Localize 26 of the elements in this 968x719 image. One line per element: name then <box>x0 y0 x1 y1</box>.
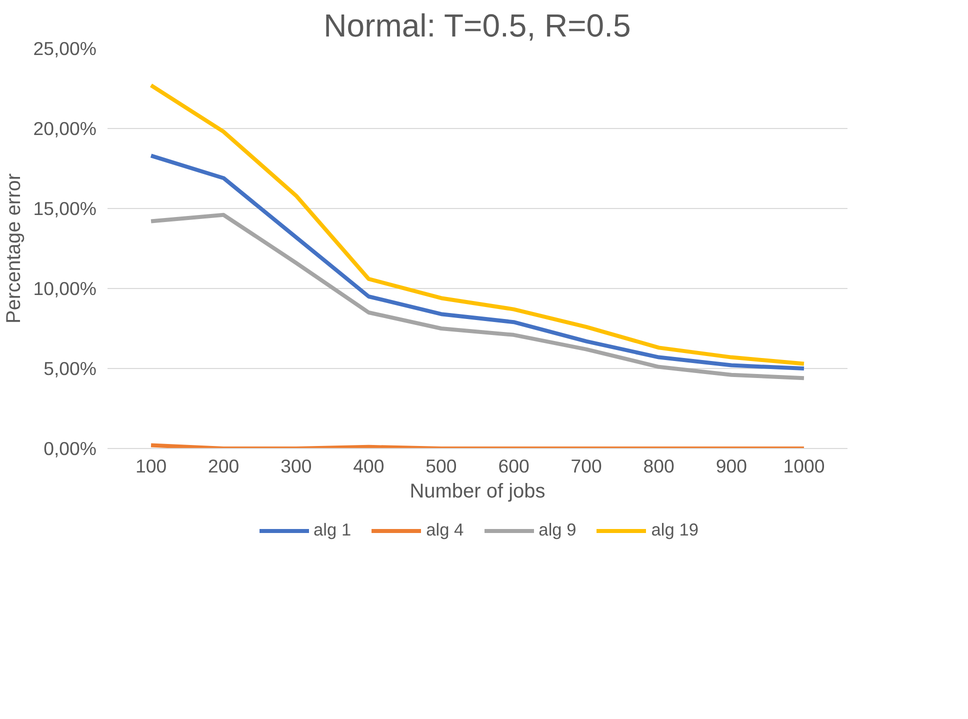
legend-label: alg 9 <box>538 520 576 540</box>
legend-label: alg 19 <box>651 520 698 540</box>
chart-title: Normal: T=0.5, R=0.5 <box>324 8 631 44</box>
line-series <box>149 212 806 380</box>
legend-label: alg 4 <box>426 520 464 540</box>
x-tick-label: 1000 <box>783 456 825 476</box>
x-tick-label: 500 <box>426 456 457 476</box>
y-tick-label: 0,00% <box>44 438 97 459</box>
x-tick-label: 400 <box>353 456 384 476</box>
y-tick-label: 10,00% <box>33 278 97 299</box>
x-tick-label: 600 <box>498 456 530 476</box>
y-axis-title: Percentage error <box>3 173 26 324</box>
y-tick-label: 15,00% <box>33 198 97 219</box>
y-tick-label: 5,00% <box>44 358 97 379</box>
line-series <box>149 154 806 370</box>
y-tick-label: 20,00% <box>33 118 97 139</box>
x-tick-label: 700 <box>570 456 602 476</box>
line-series <box>149 83 806 366</box>
legend-label: alg 1 <box>314 520 352 540</box>
x-tick-label: 100 <box>135 456 167 476</box>
x-tick-label: 800 <box>643 456 674 476</box>
x-tick-label: 900 <box>716 456 747 476</box>
x-tick-label: 200 <box>208 456 240 476</box>
x-tick-label: 300 <box>280 456 312 476</box>
y-tick-label: 25,00% <box>33 38 97 59</box>
x-axis-title: Number of jobs <box>410 480 546 502</box>
